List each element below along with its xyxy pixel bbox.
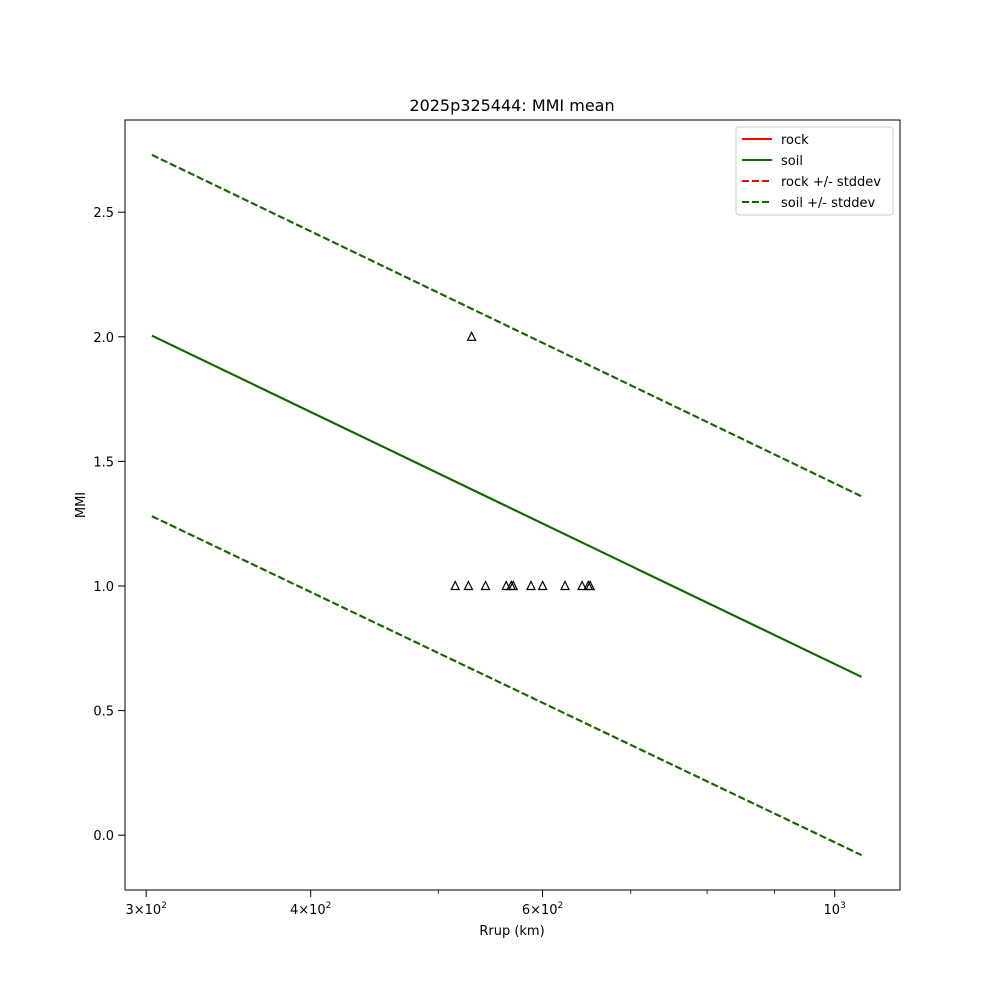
y-axis-label: MMI (74, 492, 89, 518)
observation-marker (577, 580, 588, 591)
plot-frame (124, 119, 901, 891)
y-tick-label: 0.5 (93, 705, 114, 720)
observation-marker (526, 580, 536, 591)
observation-marker (466, 330, 477, 341)
y-tick-label: 0.0 (93, 829, 114, 844)
x-tick-exponent: 2 (558, 901, 564, 911)
observation-marker (585, 580, 596, 591)
x-tick-exponent: 2 (161, 901, 167, 911)
x-tick-exponent: 3 (840, 901, 846, 911)
plot-area (151, 153, 862, 857)
observation-marker (480, 580, 491, 591)
observation-marker (450, 580, 461, 591)
x-tick-exponent: 2 (326, 901, 332, 911)
series-line-5 (151, 515, 862, 857)
series-line-4 (151, 153, 862, 498)
y-tick-label: 2.5 (93, 206, 114, 221)
x-tick-base: 6×10 (522, 903, 558, 918)
y-tick-label: 2.0 (93, 331, 114, 346)
series-line-1 (151, 334, 862, 678)
x-tick-label: 3×102 (125, 901, 166, 918)
x-tick-base: 4×10 (290, 903, 326, 918)
observation-marker (508, 580, 519, 591)
x-axis: 3×102 4×102 6×102 103 (125, 890, 846, 918)
observation-marker (537, 580, 548, 591)
x-tick-base: 10 (824, 903, 841, 918)
x-axis-label: Rrup (km) (479, 924, 544, 939)
x-tick-label: 4×102 (290, 901, 331, 918)
observation-marker (463, 580, 474, 591)
x-tick-base: 3×10 (125, 903, 161, 918)
y-axis: 0.0 0.5 1.0 1.5 2.0 2.5 (93, 206, 125, 844)
chart-title: 2025p325444: MMI mean (409, 96, 614, 115)
x-tick-label: 103 (824, 901, 846, 918)
x-tick-label: 6×102 (522, 901, 563, 918)
legend-box (735, 126, 894, 216)
legend-label: soil +/- stddev (781, 196, 876, 211)
observation-marker (560, 580, 570, 591)
legend-label: rock +/- stddev (781, 175, 881, 190)
y-tick-label: 1.5 (93, 455, 114, 470)
legend-label: soil (781, 154, 803, 169)
observation-marker (501, 580, 512, 591)
legend: rock soil rock +/- stddev soil +/- stddev (735, 126, 894, 216)
legend-label: rock (781, 133, 809, 148)
y-tick-label: 1.0 (93, 580, 114, 595)
